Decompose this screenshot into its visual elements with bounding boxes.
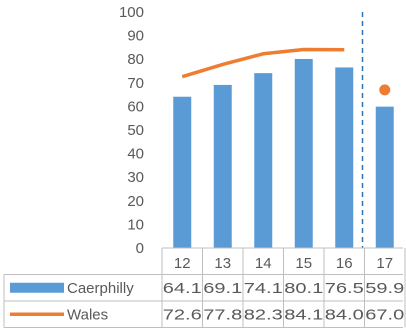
x-tick-label: 17 xyxy=(376,255,393,272)
data-label-caerphilly-13: 69.1 xyxy=(203,280,242,297)
data-label-caerphilly-12: 64.1 xyxy=(163,280,202,297)
legend-key-caerphilly xyxy=(10,282,64,293)
bar-caerphilly-16 xyxy=(335,67,354,249)
x-tick-label: 12 xyxy=(174,255,191,272)
y-tick-label: 70 xyxy=(127,75,144,92)
point-wales-17 xyxy=(379,84,391,96)
bar-caerphilly-15 xyxy=(294,58,313,248)
bar-caerphilly-14 xyxy=(254,73,273,249)
y-tick-label: 20 xyxy=(127,193,144,210)
legend-label-wales: Wales xyxy=(67,306,108,323)
y-tick-label: 100 xyxy=(119,4,144,21)
plot-area xyxy=(173,12,394,249)
data-label-wales-17: 67.0 xyxy=(365,306,404,323)
data-label-wales-16: 84.0 xyxy=(325,306,364,323)
data-label-caerphilly-15: 80.1 xyxy=(284,280,323,297)
data-label-wales-13: 77.8 xyxy=(203,306,242,323)
x-tick-label: 13 xyxy=(214,255,231,272)
legend-label-caerphilly: Caerphilly xyxy=(67,280,134,297)
y-tick-label: 90 xyxy=(127,28,144,45)
y-tick-label: 30 xyxy=(127,169,144,186)
y-tick-label: 10 xyxy=(127,216,144,233)
y-tick-label: 60 xyxy=(127,98,144,115)
data-label-caerphilly-16: 76.5 xyxy=(325,280,364,297)
line-wales xyxy=(181,47,345,79)
y-tick-label: 40 xyxy=(127,146,144,163)
y-axis: 0 10 20 30 40 50 60 70 80 90 100 xyxy=(119,4,144,257)
x-tick-label: 16 xyxy=(336,255,353,272)
data-label-caerphilly-17: 59.9 xyxy=(365,280,404,297)
bar-caerphilly-12 xyxy=(173,96,192,248)
bar-caerphilly-17 xyxy=(375,106,394,248)
x-tick-label: 15 xyxy=(295,255,312,272)
x-tick-label: 14 xyxy=(255,255,272,272)
y-tick-label: 0 xyxy=(136,240,144,257)
y-tick-label: 50 xyxy=(127,122,144,139)
data-label-wales-12: 72.6 xyxy=(163,306,202,323)
data-label-wales-14: 82.3 xyxy=(244,306,283,323)
bar-caerphilly-13 xyxy=(213,84,232,248)
data-label-caerphilly-14: 74.1 xyxy=(244,280,283,297)
data-table: 12 13 14 15 16 17 Caerphilly 64.1 69.1 74.1 80.1 76… xyxy=(3,247,406,328)
y-tick-label: 80 xyxy=(127,51,144,68)
data-label-wales-15: 84.1 xyxy=(284,306,323,323)
